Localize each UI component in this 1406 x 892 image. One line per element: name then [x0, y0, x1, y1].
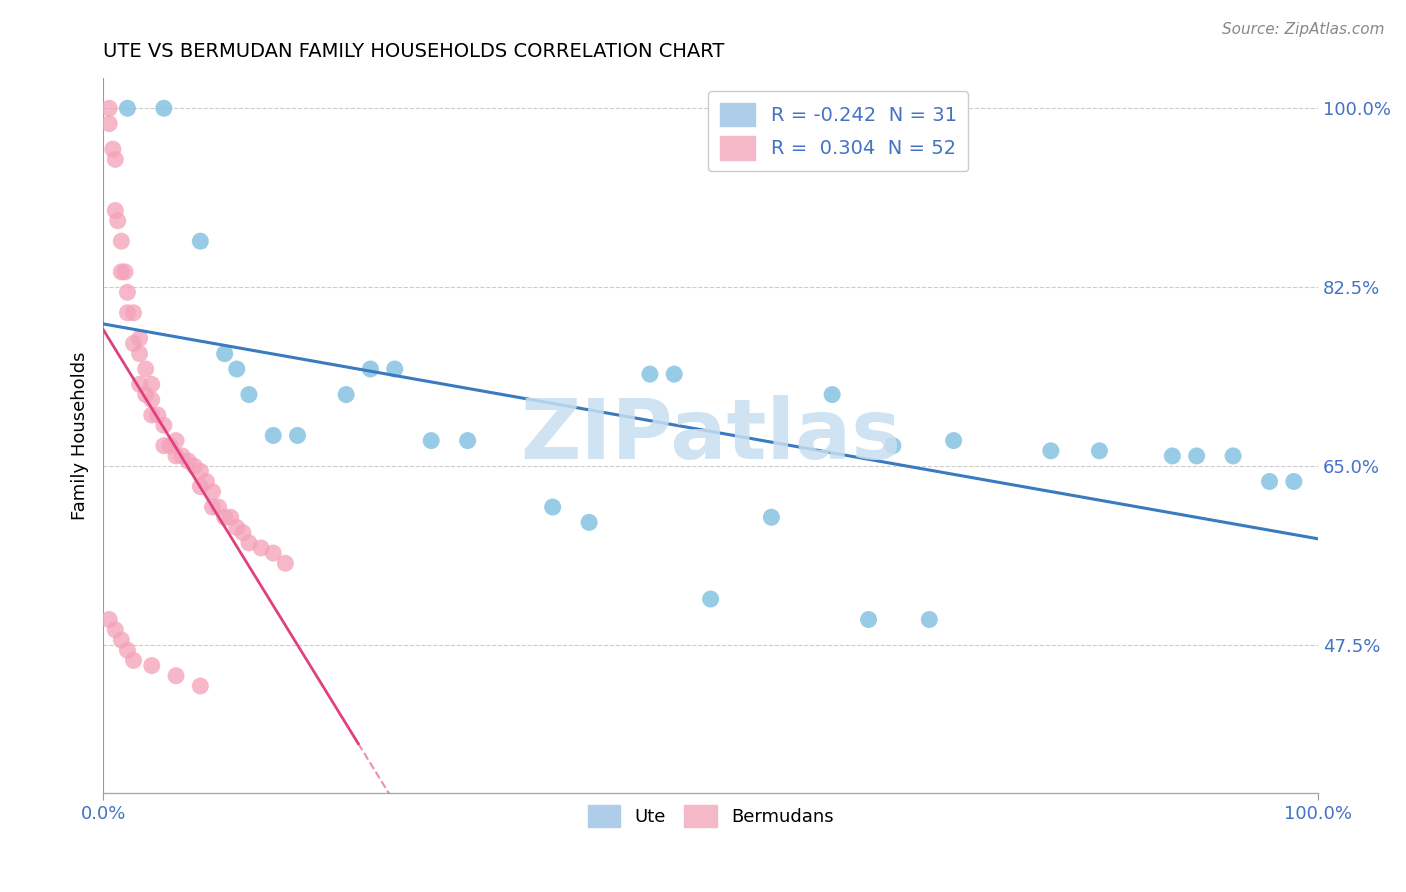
Point	[141, 658, 163, 673]
Point	[214, 510, 236, 524]
Point	[172, 449, 194, 463]
Point	[882, 439, 904, 453]
Y-axis label: Family Households: Family Households	[72, 351, 89, 520]
Point	[159, 439, 181, 453]
Point	[420, 434, 443, 448]
Point	[238, 387, 260, 401]
Point	[578, 516, 600, 530]
Point	[699, 592, 721, 607]
Point	[128, 377, 150, 392]
Point	[141, 377, 163, 392]
Point	[153, 418, 176, 433]
Point	[165, 449, 187, 463]
Point	[207, 500, 229, 514]
Point	[335, 387, 357, 401]
Point	[287, 428, 309, 442]
Point	[98, 117, 121, 131]
Point	[384, 362, 406, 376]
Point	[188, 234, 211, 248]
Point	[141, 408, 163, 422]
Point	[128, 331, 150, 345]
Point	[1161, 449, 1184, 463]
Point	[219, 510, 242, 524]
Point	[201, 500, 224, 514]
Point	[1088, 443, 1111, 458]
Legend: Ute, Bermudans: Ute, Bermudans	[581, 798, 841, 834]
Point	[942, 434, 965, 448]
Point	[104, 203, 127, 218]
Point	[135, 387, 157, 401]
Text: Source: ZipAtlas.com: Source: ZipAtlas.com	[1222, 22, 1385, 37]
Point	[225, 362, 247, 376]
Point	[104, 623, 127, 637]
Point	[188, 679, 211, 693]
Point	[1039, 443, 1062, 458]
Point	[135, 362, 157, 376]
Point	[101, 142, 124, 156]
Point	[238, 536, 260, 550]
Point	[858, 613, 880, 627]
Point	[225, 520, 247, 534]
Point	[122, 653, 145, 667]
Point	[110, 265, 132, 279]
Point	[114, 265, 136, 279]
Text: UTE VS BERMUDAN FAMILY HOUSEHOLDS CORRELATION CHART: UTE VS BERMUDAN FAMILY HOUSEHOLDS CORREL…	[103, 42, 724, 61]
Point	[541, 500, 564, 514]
Point	[122, 306, 145, 320]
Point	[188, 464, 211, 478]
Point	[117, 101, 139, 115]
Point	[918, 613, 941, 627]
Point	[153, 101, 176, 115]
Point	[761, 510, 783, 524]
Point	[117, 643, 139, 657]
Point	[1282, 475, 1305, 489]
Point	[110, 632, 132, 647]
Point	[638, 367, 661, 381]
Point	[664, 367, 686, 381]
Point	[1185, 449, 1208, 463]
Point	[201, 484, 224, 499]
Point	[232, 525, 254, 540]
Point	[165, 434, 187, 448]
Point	[117, 306, 139, 320]
Point	[98, 613, 121, 627]
Point	[359, 362, 381, 376]
Point	[821, 387, 844, 401]
Point	[262, 546, 284, 560]
Point	[183, 459, 205, 474]
Point	[122, 336, 145, 351]
Point	[250, 541, 273, 555]
Point	[457, 434, 479, 448]
Point	[117, 285, 139, 300]
Point	[1258, 475, 1281, 489]
Point	[177, 454, 200, 468]
Point	[110, 234, 132, 248]
Point	[165, 669, 187, 683]
Point	[195, 475, 218, 489]
Point	[128, 346, 150, 360]
Point	[107, 213, 129, 227]
Point	[214, 346, 236, 360]
Point	[98, 101, 121, 115]
Text: ZIPatlas: ZIPatlas	[520, 395, 901, 476]
Point	[188, 480, 211, 494]
Point	[153, 439, 176, 453]
Point	[146, 408, 169, 422]
Point	[1222, 449, 1244, 463]
Point	[141, 392, 163, 407]
Point	[262, 428, 284, 442]
Point	[104, 153, 127, 167]
Point	[274, 556, 297, 570]
